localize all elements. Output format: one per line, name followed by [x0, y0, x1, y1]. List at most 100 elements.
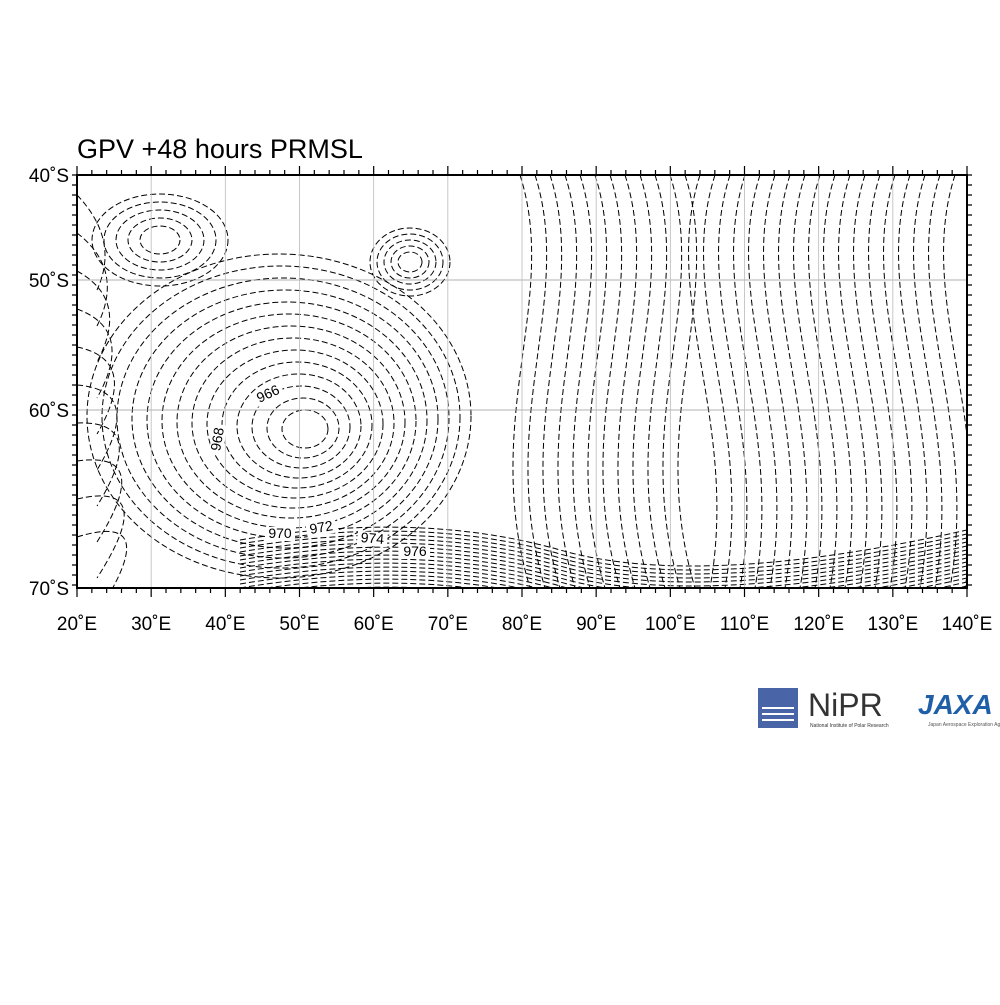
- contour: [281, 409, 329, 449]
- lon-label: 140˚E: [942, 614, 993, 635]
- contour: [703, 175, 733, 588]
- jaxa-logo: JAXA Japan Aerospace Exploration Agency: [918, 689, 1000, 728]
- contour: [369, 227, 451, 297]
- contour-label: 972: [308, 517, 334, 537]
- contour: [512, 175, 533, 588]
- contour: [748, 175, 778, 588]
- lon-label: 90˚E: [576, 614, 616, 635]
- contour: [77, 422, 120, 507]
- lat-label: 60˚S: [29, 401, 69, 422]
- nipr-text: NiPR: [808, 687, 883, 723]
- contour: [266, 397, 340, 459]
- contour: [77, 232, 108, 327]
- lon-label: 50˚E: [279, 614, 319, 635]
- contour: [602, 175, 623, 588]
- contour: [251, 385, 351, 469]
- contour-label: 976: [403, 543, 427, 559]
- lon-label: 70˚E: [428, 614, 468, 635]
- lon-label: 80˚E: [502, 614, 542, 635]
- contour: [527, 175, 548, 588]
- lon-label: 110˚E: [720, 614, 769, 635]
- contour: [913, 175, 943, 588]
- contour: [77, 346, 115, 435]
- contour: [542, 175, 563, 588]
- lon-label: 120˚E: [793, 614, 844, 635]
- lat-label: 70˚S: [29, 579, 69, 600]
- lon-label: 130˚E: [867, 614, 918, 635]
- contour: [808, 175, 838, 588]
- contour: [838, 175, 868, 588]
- contour: [883, 175, 913, 588]
- contour: [139, 225, 181, 255]
- contour-label: 974: [360, 529, 385, 547]
- contour-label: 970: [268, 525, 292, 541]
- contour: [77, 384, 118, 471]
- map-title: GPV +48 hours PRMSL: [77, 134, 363, 164]
- nipr-emblem-lines: [762, 707, 794, 721]
- contour: [688, 175, 718, 588]
- contour-label-bg: [208, 423, 228, 456]
- contour: [115, 209, 205, 271]
- contour: [733, 175, 763, 588]
- nipr-subtext: National Institute of Polar Research: [810, 723, 889, 729]
- lon-label: 40˚E: [205, 614, 245, 635]
- contour: [127, 217, 193, 263]
- frame-ticks: [72, 166, 972, 597]
- contour-label-bg: [305, 518, 338, 538]
- contour: [763, 175, 793, 588]
- contour: [617, 175, 638, 588]
- contour-layer: [77, 175, 967, 588]
- contour: [390, 245, 430, 279]
- contour: [91, 193, 229, 287]
- contour: [101, 265, 461, 569]
- contour: [77, 530, 128, 588]
- contour: [677, 175, 698, 588]
- contour: [77, 459, 123, 543]
- contour-label-bg: [400, 545, 430, 559]
- contour: [77, 270, 111, 363]
- contour: [206, 349, 384, 499]
- contour: [853, 175, 883, 588]
- contour: [662, 175, 683, 588]
- map-frame: [76, 174, 968, 589]
- contour-label-bg: [356, 530, 388, 548]
- contour: [823, 175, 853, 588]
- contour: [383, 239, 437, 285]
- contour: [103, 201, 217, 279]
- contour: [191, 337, 395, 509]
- contour-label: 968: [207, 426, 227, 452]
- contour: [557, 175, 578, 588]
- contour: [77, 308, 113, 399]
- lat-label: 40˚S: [29, 166, 69, 187]
- contour-label-bg: [251, 381, 285, 408]
- contour: [131, 289, 439, 549]
- contour: [718, 175, 748, 588]
- contour: [868, 175, 898, 588]
- lat-label: 50˚S: [29, 271, 69, 292]
- contour: [77, 495, 125, 579]
- jaxa-subtext: Japan Aerospace Exploration Agency: [928, 722, 1000, 728]
- contour: [793, 175, 823, 588]
- contour: [928, 175, 958, 588]
- contour: [86, 253, 472, 579]
- jaxa-text: JAXA: [918, 689, 993, 720]
- contour: [176, 325, 406, 519]
- nipr-logo: NiPR National Institute of Polar Researc…: [758, 687, 889, 729]
- contour: [397, 251, 423, 273]
- contour: [376, 233, 444, 291]
- contour: [943, 175, 967, 588]
- contour-label-bg: [265, 527, 295, 541]
- grid-layer: [72, 166, 972, 597]
- contour: [778, 175, 808, 588]
- contour: [572, 175, 593, 588]
- contour: [632, 175, 653, 588]
- contour: [77, 194, 106, 291]
- contour: [898, 175, 928, 588]
- lon-label: 100˚E: [645, 614, 696, 635]
- contour: [647, 175, 668, 588]
- lon-label: 60˚E: [354, 614, 394, 635]
- lon-label: 20˚E: [57, 614, 97, 635]
- contour: [236, 373, 362, 479]
